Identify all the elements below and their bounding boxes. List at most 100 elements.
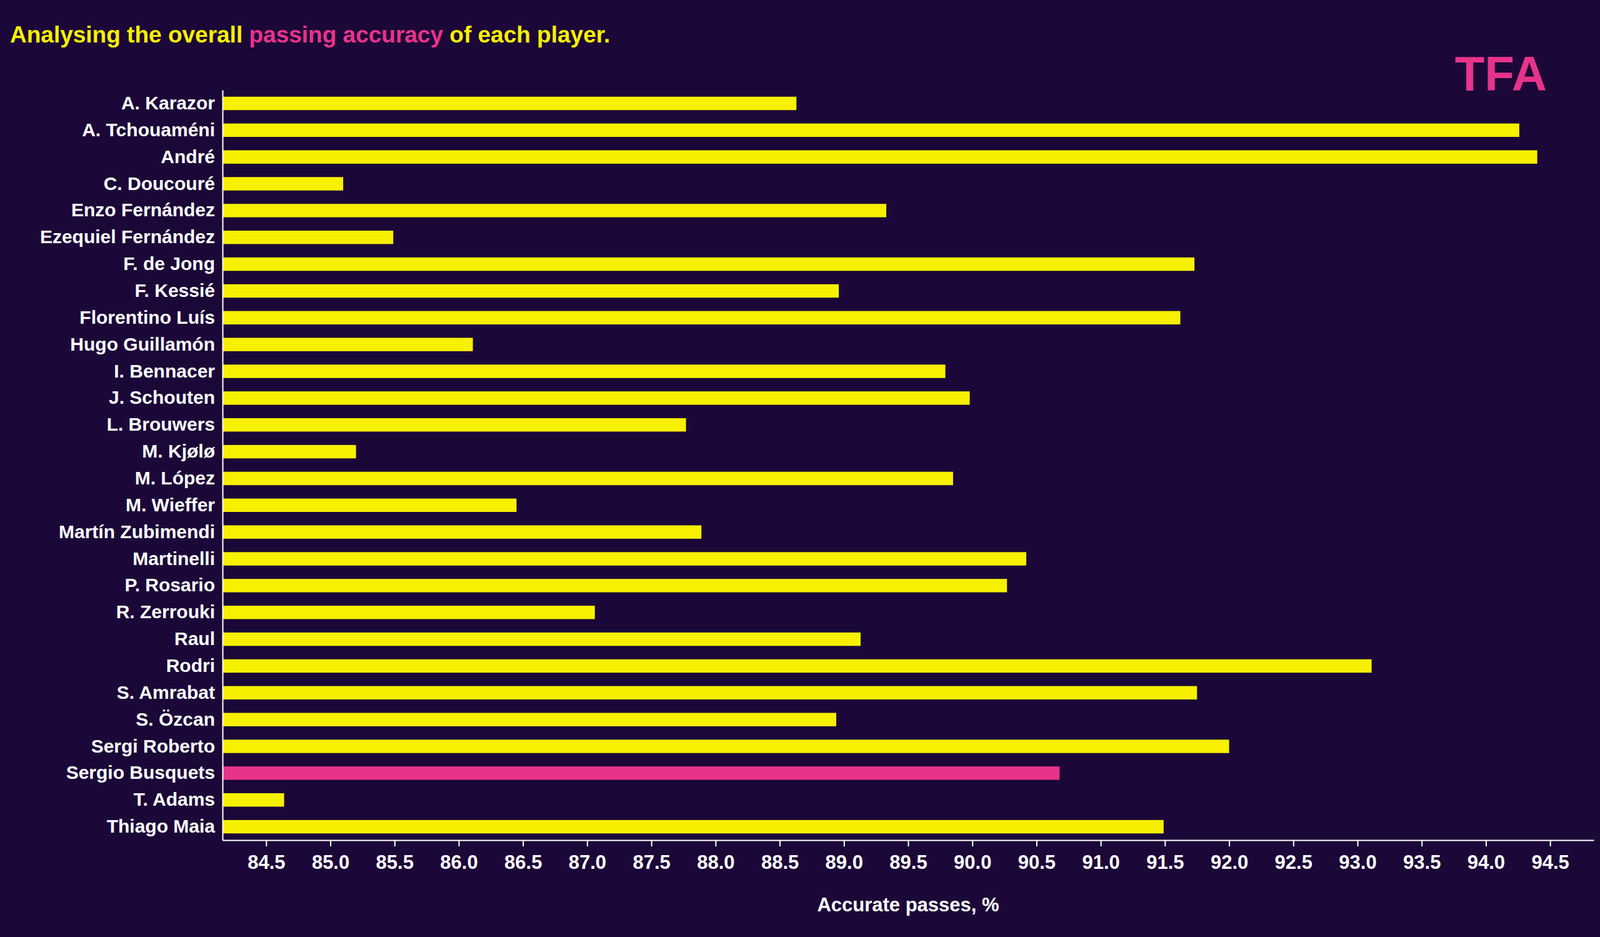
y-tick-label: Hugo Guillamón	[70, 333, 215, 355]
x-tick: 88.5	[761, 840, 799, 874]
x-tick-label: 84.5	[247, 851, 285, 874]
x-tick-label: 86.0	[440, 851, 478, 874]
x-tick-label: 85.0	[311, 851, 350, 874]
y-tick-label: Sergio Busquets	[66, 761, 215, 783]
y-tick: Hugo Guillamón	[70, 333, 215, 355]
y-tick-label: A. Tchouaméni	[81, 119, 215, 140]
y-tick-label: Enzo Fernández	[71, 199, 215, 220]
y-tick: P. Rosario	[124, 574, 215, 595]
y-tick: L. Brouwers	[106, 413, 215, 435]
y-tick: C. Doucouré	[103, 173, 215, 194]
x-tick: 92.0	[1210, 840, 1249, 874]
x-tick-mark	[779, 840, 781, 847]
x-tick-label: 91.0	[1081, 851, 1120, 874]
x-tick: 91.0	[1081, 840, 1120, 874]
y-tick-label: F. de Jong	[123, 253, 215, 274]
x-tick: 85.5	[376, 840, 414, 874]
y-tick: André	[160, 146, 215, 167]
y-tick: Sergio Busquets	[66, 761, 215, 783]
x-tick: 89.5	[889, 840, 927, 874]
x-tick-mark	[1164, 840, 1166, 847]
y-tick-label: Raul	[174, 628, 215, 649]
y-tick-label: T. Adams	[133, 788, 215, 810]
x-tick: 86.0	[440, 840, 478, 874]
y-tick: F. Kessié	[135, 280, 215, 301]
y-tick-label: L. Brouwers	[106, 413, 215, 435]
title-part: Analysing the overall	[10, 21, 249, 48]
x-tick-mark	[1036, 840, 1038, 847]
y-tick-label: S. Amrabat	[116, 681, 215, 703]
y-tick-label: Martín Zubimendi	[58, 521, 215, 542]
y-tick-label: André	[160, 146, 215, 167]
x-tick: 94.0	[1467, 840, 1505, 874]
y-tick-label: Ezequiel Fernández	[40, 226, 215, 247]
y-tick: Martinelli	[132, 548, 215, 569]
x-tick-mark	[394, 840, 396, 847]
bar	[222, 525, 702, 539]
x-tick-mark	[651, 840, 653, 847]
x-tick-label: 87.0	[568, 851, 607, 874]
x-tick: 90.5	[1018, 840, 1056, 874]
bar	[222, 150, 1538, 164]
y-tick: M. Kjølø	[141, 440, 215, 462]
bar	[222, 96, 797, 110]
y-axis-line	[222, 90, 224, 841]
y-tick-label: P. Rosario	[124, 574, 215, 595]
x-tick-label: 92.0	[1210, 851, 1249, 874]
title-part: of each player.	[443, 21, 610, 48]
x-tick: 88.0	[696, 840, 735, 874]
x-tick: 90.0	[953, 840, 992, 874]
y-tick-label: J. Schouten	[108, 386, 215, 408]
y-tick-label: C. Doucouré	[103, 173, 215, 194]
bar	[222, 418, 687, 432]
x-tick: 89.0	[825, 840, 864, 874]
y-tick: Enzo Fernández	[71, 199, 215, 220]
bar	[222, 284, 839, 298]
x-tick: 93.5	[1403, 840, 1441, 874]
y-tick-label: M. Kjølø	[141, 440, 215, 462]
y-axis: A. Karazor A. Tchouaméni André C. Doucouré E…	[40, 90, 224, 841]
y-tick-label: A. Karazor	[121, 92, 215, 114]
bar	[222, 793, 285, 807]
y-tick: I. Bennacer	[113, 360, 215, 382]
bar	[222, 203, 887, 217]
x-tick-mark	[265, 840, 267, 847]
x-tick: 94.5	[1531, 840, 1569, 874]
x-tick-label: 92.5	[1275, 851, 1313, 874]
y-tick: Sergi Roberto	[91, 735, 215, 757]
x-tick-mark	[1550, 840, 1552, 847]
x-axis: 84.585.085.586.086.587.087.588.088.589.0…	[223, 840, 1595, 874]
x-tick-mark	[715, 840, 717, 847]
y-tick-label: Rodri	[166, 655, 215, 676]
bar	[222, 311, 1181, 325]
x-tick: 93.0	[1338, 840, 1377, 874]
x-tick-mark	[1357, 840, 1359, 847]
x-tick-mark	[971, 840, 974, 847]
x-tick-label: 91.5	[1146, 851, 1184, 874]
x-tick-label: 87.5	[632, 851, 670, 874]
x-tick-label: 94.0	[1467, 851, 1505, 874]
x-tick: 87.5	[632, 840, 670, 874]
y-tick-label: M. Wieffer	[125, 494, 215, 515]
y-tick: S. Özcan	[135, 708, 215, 730]
x-tick-label: 88.0	[696, 851, 735, 874]
bar	[222, 578, 1007, 592]
y-tick: Raul	[174, 628, 215, 649]
bar	[222, 498, 517, 512]
bar	[222, 176, 344, 190]
title: Analysing the overall passing accuracy o…	[10, 21, 610, 48]
bar	[222, 632, 861, 646]
y-tick-label: Florentino Luís	[79, 306, 215, 328]
y-tick-label: M. López	[135, 467, 215, 489]
y-tick: R. Zerrouki	[116, 601, 215, 622]
x-tick-label: 90.0	[953, 851, 992, 874]
x-tick-mark	[586, 840, 589, 847]
x-tick: 87.0	[568, 840, 607, 874]
x-tick-mark	[843, 840, 845, 847]
y-tick-label: R. Zerrouki	[116, 601, 215, 622]
x-axis-title: Accurate passes, %	[816, 893, 999, 916]
y-tick: Ezequiel Fernández	[40, 226, 215, 247]
y-tick-label: I. Bennacer	[113, 360, 215, 382]
x-tick-mark	[1293, 840, 1295, 847]
x-tick-mark	[522, 840, 524, 847]
